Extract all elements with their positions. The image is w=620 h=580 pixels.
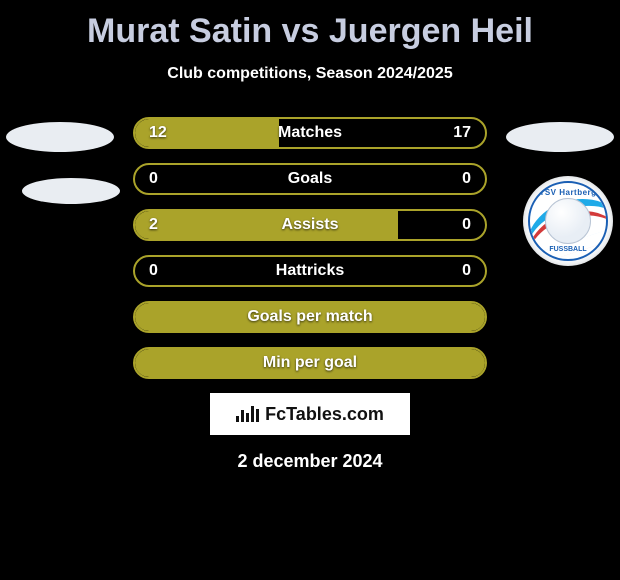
stat-label: Goals per match (247, 308, 372, 326)
stat-right-value: 0 (462, 262, 471, 280)
stat-right-value: 17 (453, 124, 471, 142)
stat-label: Goals (288, 170, 332, 188)
stat-right-value: 0 (462, 170, 471, 188)
vs-label: vs (282, 12, 320, 50)
stat-row-hattricks: 0 Hattricks 0 (133, 255, 487, 287)
stat-row-assists: 2 Assists 0 (133, 209, 487, 241)
stat-row-goals-per-match: Goals per match (133, 301, 487, 333)
player2-name: Juergen Heil (329, 12, 533, 50)
brand-box: FcTables.com (210, 393, 410, 435)
stat-left-value: 0 (149, 262, 158, 280)
date-label: 2 december 2024 (0, 451, 620, 472)
stat-row-min-per-goal: Min per goal (133, 347, 487, 379)
stat-row-goals: 0 Goals 0 (133, 163, 487, 195)
stat-label: Assists (282, 216, 339, 234)
stat-row-matches: 12 Matches 17 (133, 117, 487, 149)
comparison-chart: 12 Matches 17 0 Goals 0 2 Assists 0 0 Ha… (0, 117, 620, 379)
stat-fill (135, 211, 398, 239)
player1-name: Murat Satin (87, 12, 272, 50)
stat-right-value: 0 (462, 216, 471, 234)
page-title: Murat Satin vs Juergen Heil (0, 0, 620, 51)
brand-text: FcTables.com (265, 404, 384, 425)
stat-left-value: 0 (149, 170, 158, 188)
stat-label: Hattricks (276, 262, 344, 280)
stat-left-value: 2 (149, 216, 158, 234)
subtitle: Club competitions, Season 2024/2025 (0, 65, 620, 83)
stat-label: Min per goal (263, 354, 357, 372)
chart-icon (236, 406, 259, 422)
stat-left-value: 12 (149, 124, 167, 142)
stat-label: Matches (278, 124, 342, 142)
